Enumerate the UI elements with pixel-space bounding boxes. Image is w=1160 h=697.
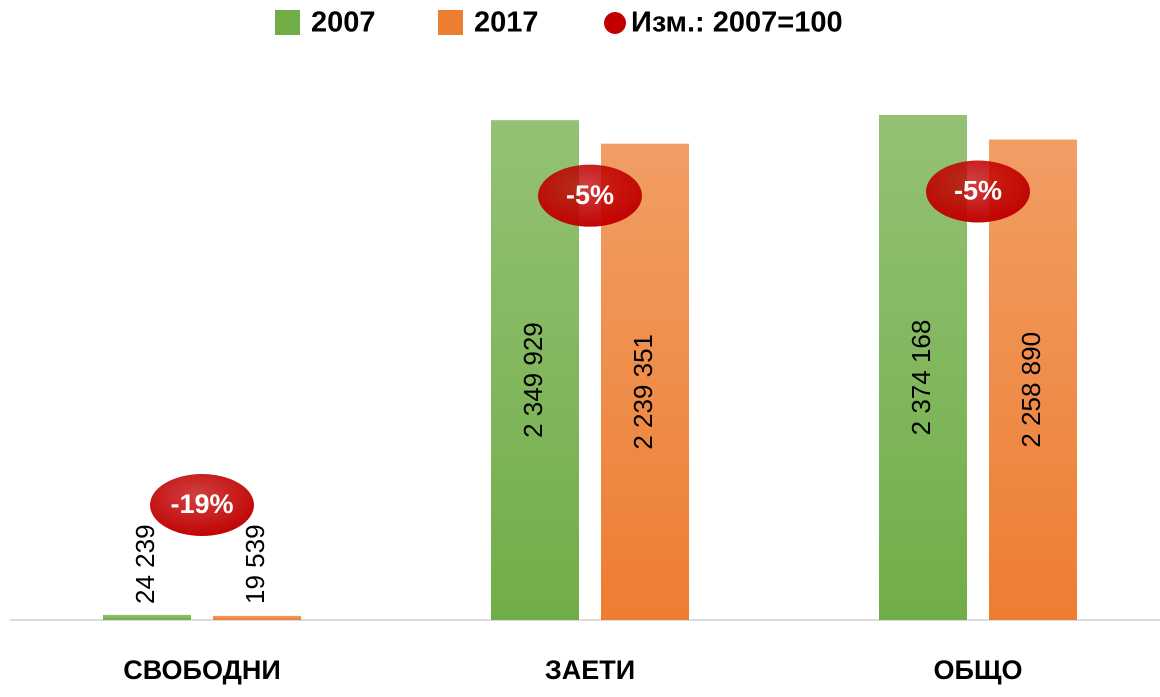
category-label: ЗАЕТИ: [545, 655, 635, 685]
legend-label: Изм.: 2007=100: [631, 7, 843, 39]
value-label: 24 239: [130, 524, 160, 604]
value-label: 2 374 168: [906, 320, 936, 436]
bar: [601, 143, 689, 620]
change-marker: [538, 164, 642, 227]
change-label: -5%: [566, 180, 614, 210]
category-label: СВОБОДНИ: [123, 655, 281, 685]
value-label: 2 349 929: [518, 322, 548, 438]
change-marker: [926, 160, 1030, 223]
legend-swatch: [438, 10, 463, 35]
bar: [989, 139, 1077, 621]
legend-swatch: [275, 10, 300, 35]
value-label: 2 239 351: [628, 334, 658, 450]
change-marker: [150, 474, 254, 536]
value-label: 19 539: [240, 524, 270, 604]
value-label: 2 258 890: [1016, 332, 1046, 448]
legend-swatch: [604, 12, 626, 34]
category-label: ОБЩО: [934, 655, 1023, 685]
change-label: -5%: [954, 176, 1002, 206]
legend-label: 2017: [474, 7, 539, 39]
change-label: -19%: [170, 489, 233, 519]
legend-label: 2007: [311, 7, 376, 39]
bar: [213, 615, 301, 620]
bar: [103, 614, 191, 620]
